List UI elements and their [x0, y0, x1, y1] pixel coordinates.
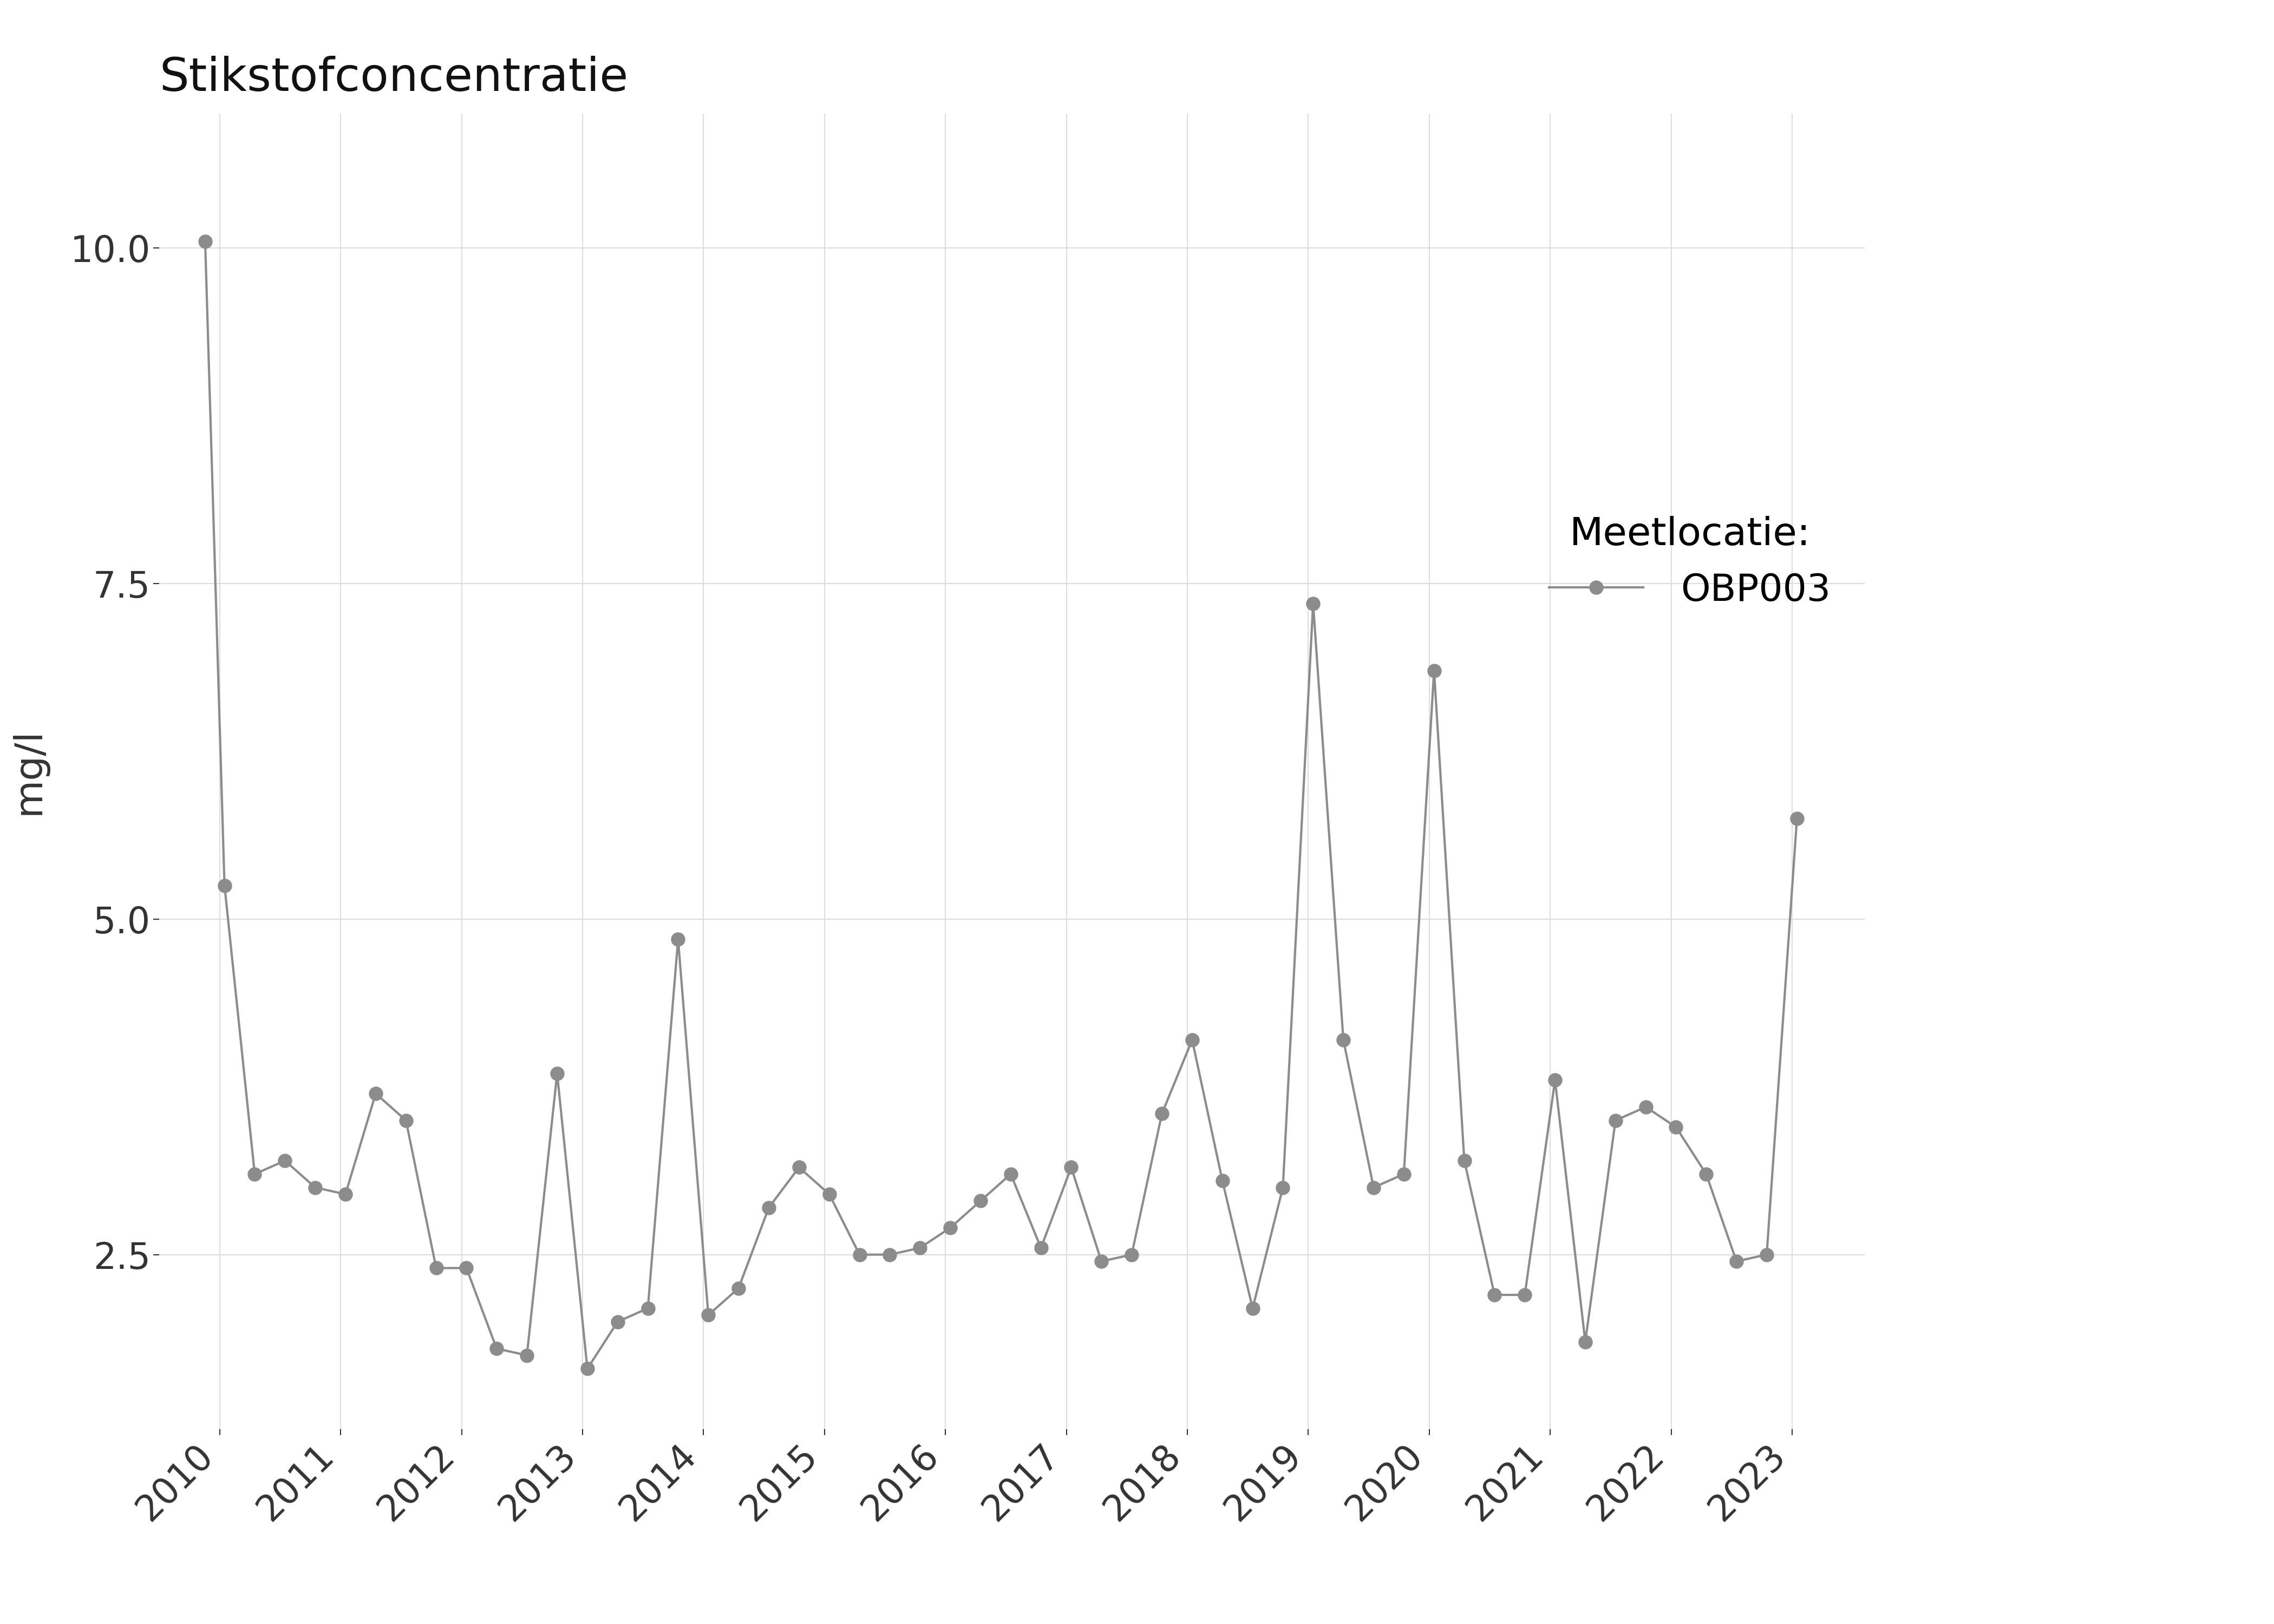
Y-axis label: mg/l: mg/l	[11, 728, 48, 815]
Legend: OBP003: OBP003	[1535, 500, 1846, 624]
Text: Stikstofconcentratie: Stikstofconcentratie	[159, 55, 628, 101]
